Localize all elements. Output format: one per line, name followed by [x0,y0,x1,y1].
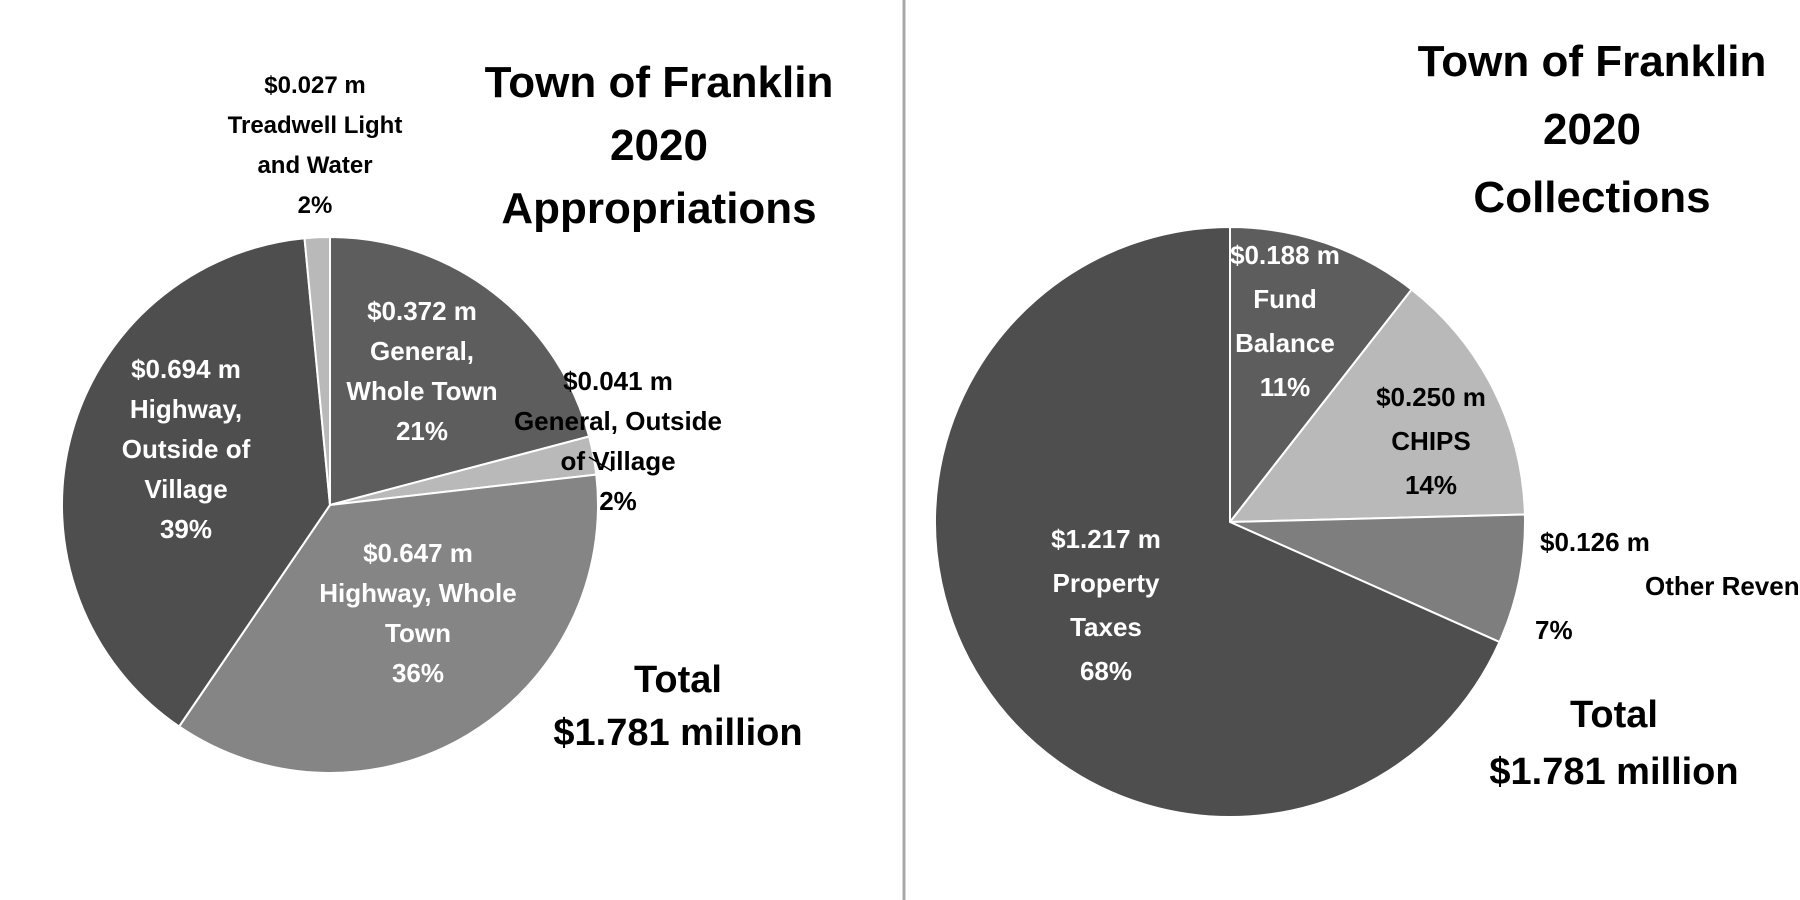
pie-slice-treadwell-light-and-water [303,235,331,506]
chart-title-line: Collections [1473,173,1710,222]
pie-slice-highway-outside-of-village [61,237,332,728]
chart-title-line: Town of Franklin [485,58,834,107]
slice-label-property-taxes: $1.217 m Property Taxes 68% [1051,524,1161,686]
chart-total-line: Total [634,659,722,701]
pie-slice-other-revenues [1229,513,1526,644]
slice-label-treadwell-light-and-water-line: and Water [257,152,372,179]
slice-label-treadwell-light-and-water-line: 2% [298,192,333,219]
label-leader-line [588,456,613,472]
chart-title-line: 2020 [610,121,708,170]
slice-label-chips: $0.250 m CHIPS 14% [1376,382,1486,500]
chart-total-line: $1.781 million [1489,751,1738,793]
slice-label-chips-line: 14% [1405,470,1457,500]
chart-total: Total $1.781 million [553,659,802,754]
slice-label-highway-outside-of-village-line: $0.694 m [131,354,241,384]
slice-label-general-whole-town-line: $0.372 m [367,296,477,326]
slice-label-general-outside-of-village-line: General, Outside [514,406,722,436]
slice-label-property-taxes-line: 68% [1080,656,1132,686]
chart-title-line: Appropriations [501,184,816,233]
chart-title: Town of Franklin 2020 Collections [1418,37,1767,222]
slice-label-fund-balance-line: Balance [1235,328,1335,358]
pie-slice-fund-balance [1229,225,1414,525]
slice-label-highway-whole-town-line: $0.647 m [363,538,473,568]
slice-label-other-revenues: $0.126 m Other Revenues 7% [1535,527,1800,645]
slice-label-highway-outside-of-village-line: Outside of [122,434,251,464]
slice-label-highway-whole-town-line: Town [385,618,451,648]
slice-label-general-outside-of-village-line: $0.041 m [563,366,673,396]
slice-label-fund-balance-line: 11% [1260,372,1311,402]
pie-slice-highway-whole-town [177,473,599,774]
slice-label-general-outside-of-village: $0.041 m General, Outside of Village 2% [514,366,722,516]
slice-label-chips-line: $0.250 m [1376,382,1486,412]
slice-label-highway-outside-of-village: $0.694 m Highway, Outside of Village 39% [122,354,251,544]
slice-label-other-revenues-line: $0.126 m [1540,527,1650,557]
chart-total-line: $1.781 million [553,712,802,754]
chart-title: Town of Franklin 2020 Appropriations [485,58,834,233]
pie-chart-1: $0.372 m General, Whole Town 21% $0.041 m Gen… [61,58,834,774]
slice-label-highway-outside-of-village-line: Village [144,474,227,504]
slice-label-fund-balance-line: $0.188 m [1230,240,1340,270]
slice-label-other-revenues-line: 7% [1535,615,1573,645]
slice-label-general-whole-town-line: 21% [396,416,448,446]
slice-label-highway-outside-of-village-line: Highway, [130,394,242,424]
slice-label-property-taxes-line: Property [1053,568,1160,598]
slice-label-property-taxes-line: $1.217 m [1051,524,1161,554]
slice-label-other-revenues-line: Other Revenues [1645,571,1800,601]
chart-title-line: Town of Franklin [1418,37,1767,86]
pie-slice-chips [1227,288,1526,524]
slice-label-general-whole-town-line: General, [370,336,474,366]
slice-label-treadwell-light-and-water-line: Treadwell Light [228,112,403,139]
slice-label-general-outside-of-village-line: of Village [560,446,675,476]
pie-slice-general-whole-town [329,235,591,507]
pie-slice-property-taxes [934,225,1501,818]
slice-label-chips-line: CHIPS [1391,426,1470,456]
slice-label-highway-outside-of-village-line: 39% [160,514,212,544]
slice-label-general-whole-town-line: Whole Town [346,376,497,406]
slice-label-highway-whole-town: $0.647 m Highway, Whole Town 36% [319,538,516,688]
slice-label-general-whole-town: $0.372 m General, Whole Town 21% [346,296,497,446]
slice-label-fund-balance-line: Fund [1253,284,1317,314]
chart-total: Total $1.781 million [1489,694,1738,793]
slice-label-treadwell-light-and-water: $0.027 m Treadwell Light and Water 2% [228,72,403,219]
pie-chart-2: $0.188 m Fund Balance 11% $0.250 m CHIPS 14%$0… [934,37,1800,818]
slice-label-highway-whole-town-line: Highway, Whole [319,578,516,608]
slice-label-highway-whole-town-line: 36% [392,658,444,688]
chart-total-line: Total [1570,694,1658,736]
slice-label-property-taxes-line: Taxes [1070,612,1142,642]
slice-label-treadwell-light-and-water-line: $0.027 m [264,72,365,99]
chart-title-line: 2020 [1543,105,1641,154]
slice-label-general-outside-of-village-line: 2% [599,486,637,516]
slice-label-fund-balance: $0.188 m Fund Balance 11% [1230,240,1340,402]
